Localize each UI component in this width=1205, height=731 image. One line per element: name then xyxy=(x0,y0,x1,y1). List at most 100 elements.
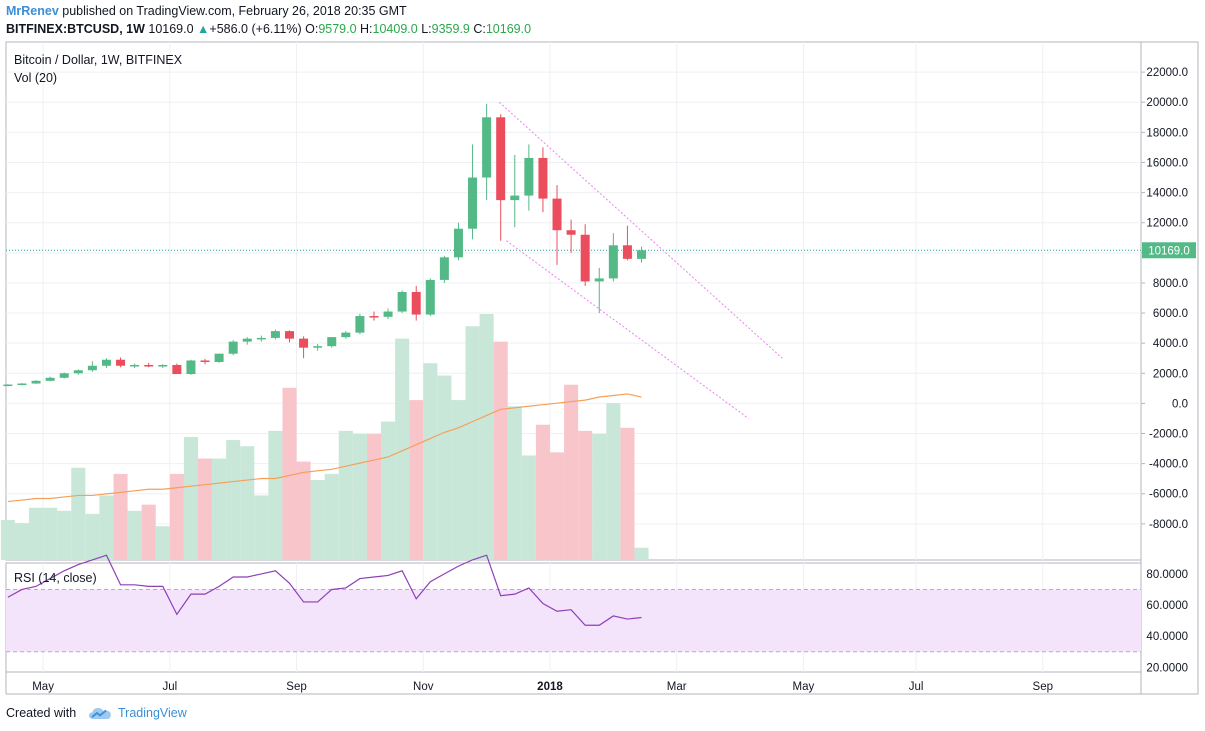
candle-body xyxy=(172,364,182,375)
volume-bar xyxy=(43,507,58,560)
time-axis-label: Jul xyxy=(909,681,924,693)
candle-body xyxy=(186,360,196,375)
volume-bar xyxy=(169,473,184,560)
volume-bar xyxy=(578,430,593,560)
volume-bar xyxy=(282,387,297,560)
volume-bar xyxy=(197,458,213,560)
volume-bar xyxy=(507,406,522,560)
volume-bar xyxy=(535,424,550,560)
candle-body xyxy=(87,365,97,371)
candle-body xyxy=(45,377,55,381)
low-label: L: xyxy=(421,22,432,36)
volume-label: Vol (20) xyxy=(14,71,57,85)
candle-body xyxy=(425,279,435,315)
time-axis-label: Jul xyxy=(162,681,177,693)
open-value: 9579.0 xyxy=(318,22,357,36)
candle-body xyxy=(482,117,492,178)
candle-body xyxy=(200,360,210,362)
candle-body xyxy=(242,338,252,342)
footer: Created with TradingView xyxy=(0,697,1205,731)
volume-bar xyxy=(620,427,635,560)
price-tick-label: -6000.0 xyxy=(1149,489,1188,501)
symbol-label: BITFINEX:BTCUSD, 1W xyxy=(6,22,145,36)
volume-bar xyxy=(268,430,283,560)
price-tick-label: 6000.0 xyxy=(1153,308,1188,320)
volume-bar xyxy=(423,363,438,560)
publish-info: MrRenev published on TradingView.com, Fe… xyxy=(6,4,407,18)
time-axis-label: May xyxy=(793,681,815,693)
volume-bar xyxy=(451,400,466,560)
price-tick-label: -8000.0 xyxy=(1149,519,1188,531)
price-tick-label: 2000.0 xyxy=(1153,368,1188,380)
volume-bar xyxy=(254,495,269,560)
open-label: O: xyxy=(305,22,319,36)
candle-body xyxy=(228,341,238,354)
volume-bar xyxy=(226,440,241,560)
price-tick-label: -4000.0 xyxy=(1149,459,1188,471)
price-tick-label: 4000.0 xyxy=(1153,338,1188,350)
volume-bar xyxy=(29,507,44,560)
volume-bar xyxy=(183,437,198,560)
time-axis-label: Nov xyxy=(413,681,434,693)
candle-body xyxy=(594,278,604,282)
volume-bar xyxy=(493,341,508,560)
author-link[interactable]: MrRenev xyxy=(6,4,59,18)
high-value: 10409.0 xyxy=(372,22,418,36)
price-tick-label: 22000.0 xyxy=(1146,67,1188,79)
candle-body xyxy=(3,384,13,387)
candle-body xyxy=(313,346,323,348)
volume-bar xyxy=(564,384,579,560)
volume-bar xyxy=(352,433,367,560)
candle-body xyxy=(453,228,463,258)
price-tick-label: 14000.0 xyxy=(1146,188,1188,200)
candle-body xyxy=(538,157,548,199)
volume-bar xyxy=(99,495,114,560)
time-axis-label: Sep xyxy=(1033,681,1053,693)
candle-body xyxy=(369,316,379,318)
volume-bar xyxy=(296,461,311,560)
candle-body xyxy=(411,291,421,315)
close-label: C: xyxy=(473,22,486,36)
rsi-label: RSI (14, close) xyxy=(14,571,97,585)
rsi-line xyxy=(7,554,642,626)
last-price-tag-label: 10169.0 xyxy=(1148,245,1190,257)
candle-body xyxy=(580,234,590,282)
volume-bar xyxy=(155,526,170,560)
created-with-text: Created with xyxy=(6,706,77,720)
close-value: 10169.0 xyxy=(485,22,532,36)
tradingview-link[interactable]: TradingView xyxy=(118,706,187,720)
volume-bar xyxy=(521,455,536,560)
last-price-tag xyxy=(1142,242,1196,259)
candle-body xyxy=(285,331,294,339)
volume-bar xyxy=(549,452,565,560)
candle-body xyxy=(524,157,534,196)
volume-bar xyxy=(634,547,649,560)
price-tick-label: 0.0 xyxy=(1172,398,1188,410)
btcusd-weekly-chart[interactable]: 22000.0 20000.0 18000.0 16000.0 14000.0 12000… xyxy=(0,0,1205,697)
volume-bar xyxy=(606,403,621,560)
rsi-tick-label: 40.0000 xyxy=(1146,631,1188,643)
low-value: 9359.9 xyxy=(431,22,470,36)
candle-body xyxy=(355,316,365,333)
candle-body xyxy=(73,370,83,374)
volume-bar xyxy=(395,338,410,560)
time-axis-label: Sep xyxy=(286,681,306,693)
candle-body xyxy=(397,291,407,312)
volume-bar xyxy=(366,433,382,560)
volume-bar xyxy=(14,523,30,560)
volume-bar xyxy=(57,510,72,560)
rsi-tick-label: 60.0000 xyxy=(1146,600,1188,612)
price-tick-label: 20000.0 xyxy=(1146,97,1188,109)
candle-body xyxy=(608,245,618,279)
volume-bar xyxy=(479,314,494,560)
tradingview-cloud-icon xyxy=(89,708,111,719)
volume-bar xyxy=(437,375,452,560)
candle-body xyxy=(256,337,266,340)
volume-bar xyxy=(113,473,128,560)
time-axis-label: May xyxy=(32,681,54,693)
volume-bar xyxy=(240,446,255,560)
candle-body xyxy=(299,338,309,348)
ohlc-readout: BITFINEX:BTCUSD, 1W 10169.0 ▲+586.0 (+6.… xyxy=(6,22,531,36)
candle-body xyxy=(214,353,224,362)
rsi-tick-label: 20.0000 xyxy=(1146,662,1188,674)
